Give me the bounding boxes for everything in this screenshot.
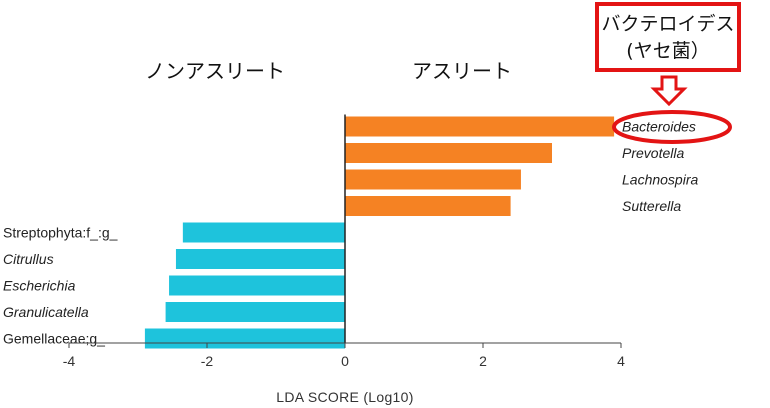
bar-citrullus — [175, 249, 345, 269]
callout: バクテロイデス (ヤセ菌） — [595, 2, 741, 107]
bar-label: Lachnospira — [622, 172, 698, 188]
x-tick-label: 0 — [341, 353, 349, 369]
bar-label: Sutterella — [622, 198, 681, 214]
bar-sutterella — [345, 196, 511, 216]
bar-label: Streptophyta:f_:g_ — [3, 225, 118, 241]
bars-layer: Bacteroides Prevotella Lachnospira Sutterel… — [3, 114, 698, 349]
group-label-left: ノンアスリート — [145, 59, 285, 83]
x-axis: -4 -2 0 2 4 — [63, 342, 625, 369]
x-tick-label: -4 — [63, 353, 76, 369]
bar-label: Gemellaceae;g_ — [3, 331, 105, 347]
bar-label: Citrullus — [3, 251, 54, 267]
bar-label: Granulicatella — [3, 304, 89, 320]
bar-lachnospira — [345, 169, 521, 190]
callout-line2: (ヤセ菌） — [626, 40, 709, 62]
bar-bacteroides — [345, 116, 615, 137]
callout-line1: バクテロイデス — [601, 13, 734, 35]
x-tick-label: 2 — [479, 353, 487, 369]
callout-box — [595, 2, 741, 72]
x-tick-label: -2 — [201, 353, 214, 369]
bar-prevotella — [345, 143, 552, 163]
callout-arrow — [650, 75, 688, 107]
bar-granulicatella — [165, 302, 345, 322]
x-tick-label: 4 — [617, 353, 625, 369]
x-axis-title: LDA SCORE (Log10) — [276, 389, 413, 405]
bar-label: Bacteroides — [622, 119, 696, 135]
bar-label: Escherichia — [3, 278, 76, 294]
bar-label: Prevotella — [622, 145, 684, 161]
group-label-right: アスリート — [412, 59, 512, 83]
bar-gemellaceae-g — [144, 328, 345, 349]
callout-ellipse — [612, 110, 732, 144]
bar-streptophyta-f-g — [182, 222, 345, 243]
bar-escherichia — [169, 275, 345, 296]
